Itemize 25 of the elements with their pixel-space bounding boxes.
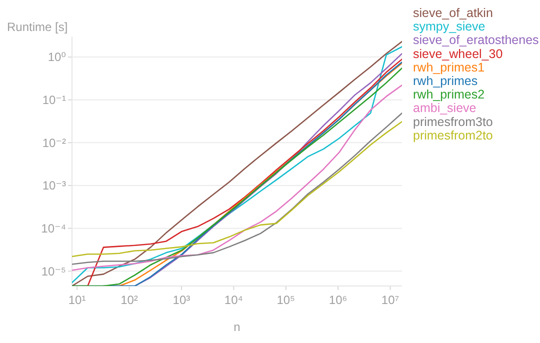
x-tick-label: 10²: [120, 293, 138, 307]
series-label: primesfrom2to: [413, 128, 493, 142]
series-label: sieve_of_atkin: [413, 6, 493, 20]
series-label: rwh_primes2: [413, 88, 485, 102]
y-tick-label: 10⁻³: [42, 178, 66, 193]
series-label: ambi_sieve: [413, 101, 476, 116]
y-tick-label: 10⁻⁴: [41, 222, 66, 236]
series-label: rwh_primes: [413, 74, 478, 88]
x-tick-label: 10⁵: [276, 293, 296, 307]
x-tick-label: 10⁴: [224, 293, 243, 307]
y-tick-label: 10⁻⁵: [41, 264, 66, 278]
x-tick-label: 10³: [172, 293, 190, 307]
series-label: rwh_primes1: [413, 60, 485, 74]
series-label: sieve_of_eratosthenes: [413, 33, 539, 48]
y-axis-title: Runtime [s]: [7, 20, 68, 34]
x-tick-label: 10⁶: [328, 293, 348, 307]
x-tick-label: 10⁷: [381, 293, 400, 307]
series-label: sieve_wheel_30: [413, 46, 503, 61]
y-tick-label: 10⁻²: [42, 136, 66, 150]
x-tick-label: 10¹: [68, 293, 86, 307]
series-label: primesfrom3to: [413, 114, 493, 129]
series-label: sympy_sieve: [413, 20, 486, 34]
y-tick-label: 10⁻¹: [42, 93, 66, 108]
y-tick-label: 10⁰: [48, 50, 66, 64]
x-axis-title: n: [234, 320, 240, 334]
